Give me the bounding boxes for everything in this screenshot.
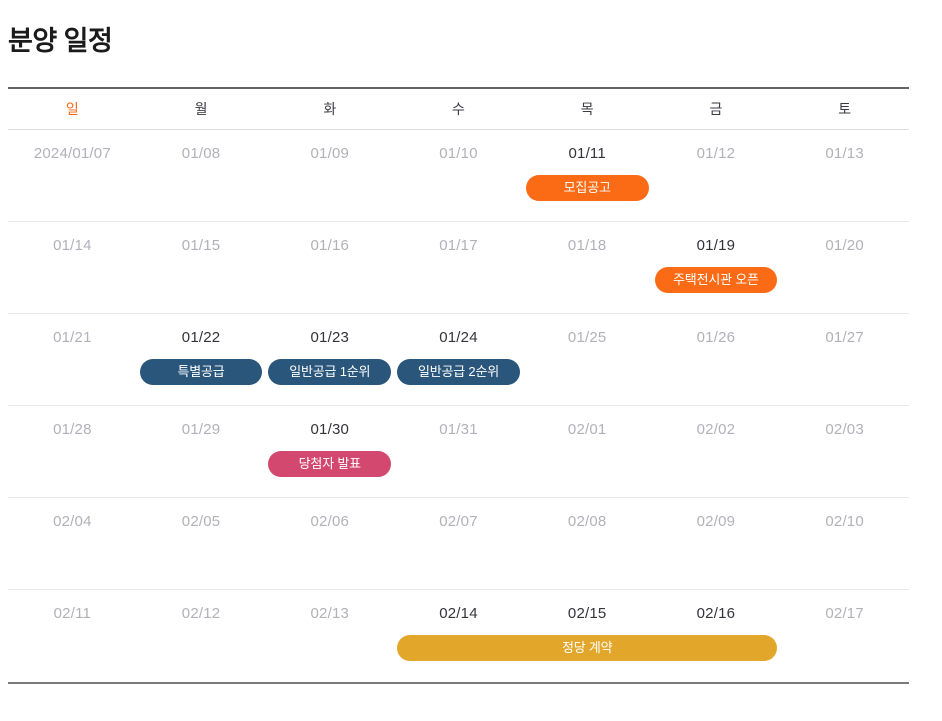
calendar-week: 01/14 01/15 01/16 01/17 01/18 01/19 주택전시관 오픈 01… [8,222,909,315]
day-date: 01/10 [439,145,478,163]
weekday-wed: 수 [452,101,465,118]
day-date: 02/10 [825,513,864,531]
day-date: 02/12 [181,605,221,623]
day-date: 02/05 [181,513,221,531]
calendar-weeks: 2024/01/07 01/08 01/09 01/10 01/11 모집공고 01/12 0… [8,130,909,682]
weekday-thu: 목 [580,101,594,118]
event-badge: 정당 계약 [397,635,778,662]
day-date: 02/14 [439,605,478,623]
day-date: 01/18 [567,237,607,255]
weekday-sun: 일 [65,101,79,118]
day-date: 01/23 [310,329,350,347]
day-date: 01/11 [568,145,606,163]
weekday-tue: 화 [323,101,337,118]
day-date: 01/29 [181,421,221,439]
event-badge: 특별공급 [139,359,263,386]
day-date: 01/22 [181,329,221,347]
day-date: 01/16 [310,237,350,255]
event-badge: 일반공급 2순위 [397,359,520,386]
day-date: 01/31 [439,421,478,439]
day-date: 01/25 [567,329,607,347]
day-date: 01/12 [696,145,736,163]
weekday-sat: 토 [838,101,852,118]
calendar-week: 02/04 02/05 02/06 02/07 02/08 02/09 02/10 [8,498,909,591]
day-date: 01/21 [53,329,92,347]
calendar-week: 02/11 02/12 02/13 02/14 정당 계약 02/15 02/16 02/17 [8,590,909,682]
day-date: 2024/01/07 [33,145,111,163]
day-date: 01/15 [181,237,221,255]
sale-schedule-calendar: 일 월 화 수 목 금 토 2024/01/07 01/08 01/09 01/10 01/11 모집… [8,87,909,685]
day-date: 02/01 [567,421,607,439]
event-badge: 당첨자 발표 [268,451,392,478]
day-date: 01/14 [53,237,92,255]
day-date: 02/17 [825,605,864,623]
day-date: 02/04 [53,513,92,531]
event-badge: 주택전시관 오픈 [654,267,778,294]
calendar-week: 01/28 01/29 01/30 당첨자 발표 01/31 02/01 02/02 02/0… [8,406,909,499]
day-date: 01/20 [825,237,864,255]
day-date: 02/08 [567,513,607,531]
day-date: 01/27 [825,329,864,347]
day-date: 02/02 [696,421,736,439]
day-date: 01/17 [439,237,478,255]
day-date: 02/16 [696,605,736,623]
day-date: 01/08 [181,145,221,163]
day-date: 01/26 [696,329,736,347]
day-date: 02/03 [825,421,864,439]
calendar-week: 01/21 01/22 특별공급 01/23 일반공급 1순위 01/24 일반공급 2순위… [8,314,909,407]
day-date: 01/13 [825,145,864,163]
event-badge: 모집공고 [525,175,649,202]
weekday-fri: 금 [709,101,723,118]
day-date: 01/24 [439,329,478,347]
day-date: 01/28 [53,421,92,439]
day-date: 02/06 [310,513,350,531]
day-date: 02/07 [439,513,478,531]
day-date: 01/19 [696,237,736,255]
day-date: 02/15 [567,605,607,623]
day-date: 01/30 [310,421,350,439]
day-date: 02/11 [53,605,92,623]
event-badge: 일반공급 1순위 [268,359,392,386]
page-title: 분양 일정 [8,26,113,56]
day-date: 02/13 [310,605,350,623]
day-date: 01/09 [310,145,350,163]
day-date: 02/09 [696,513,736,531]
calendar-week: 2024/01/07 01/08 01/09 01/10 01/11 모집공고 01/12 0… [8,130,909,223]
weekday-mon: 월 [194,101,208,118]
